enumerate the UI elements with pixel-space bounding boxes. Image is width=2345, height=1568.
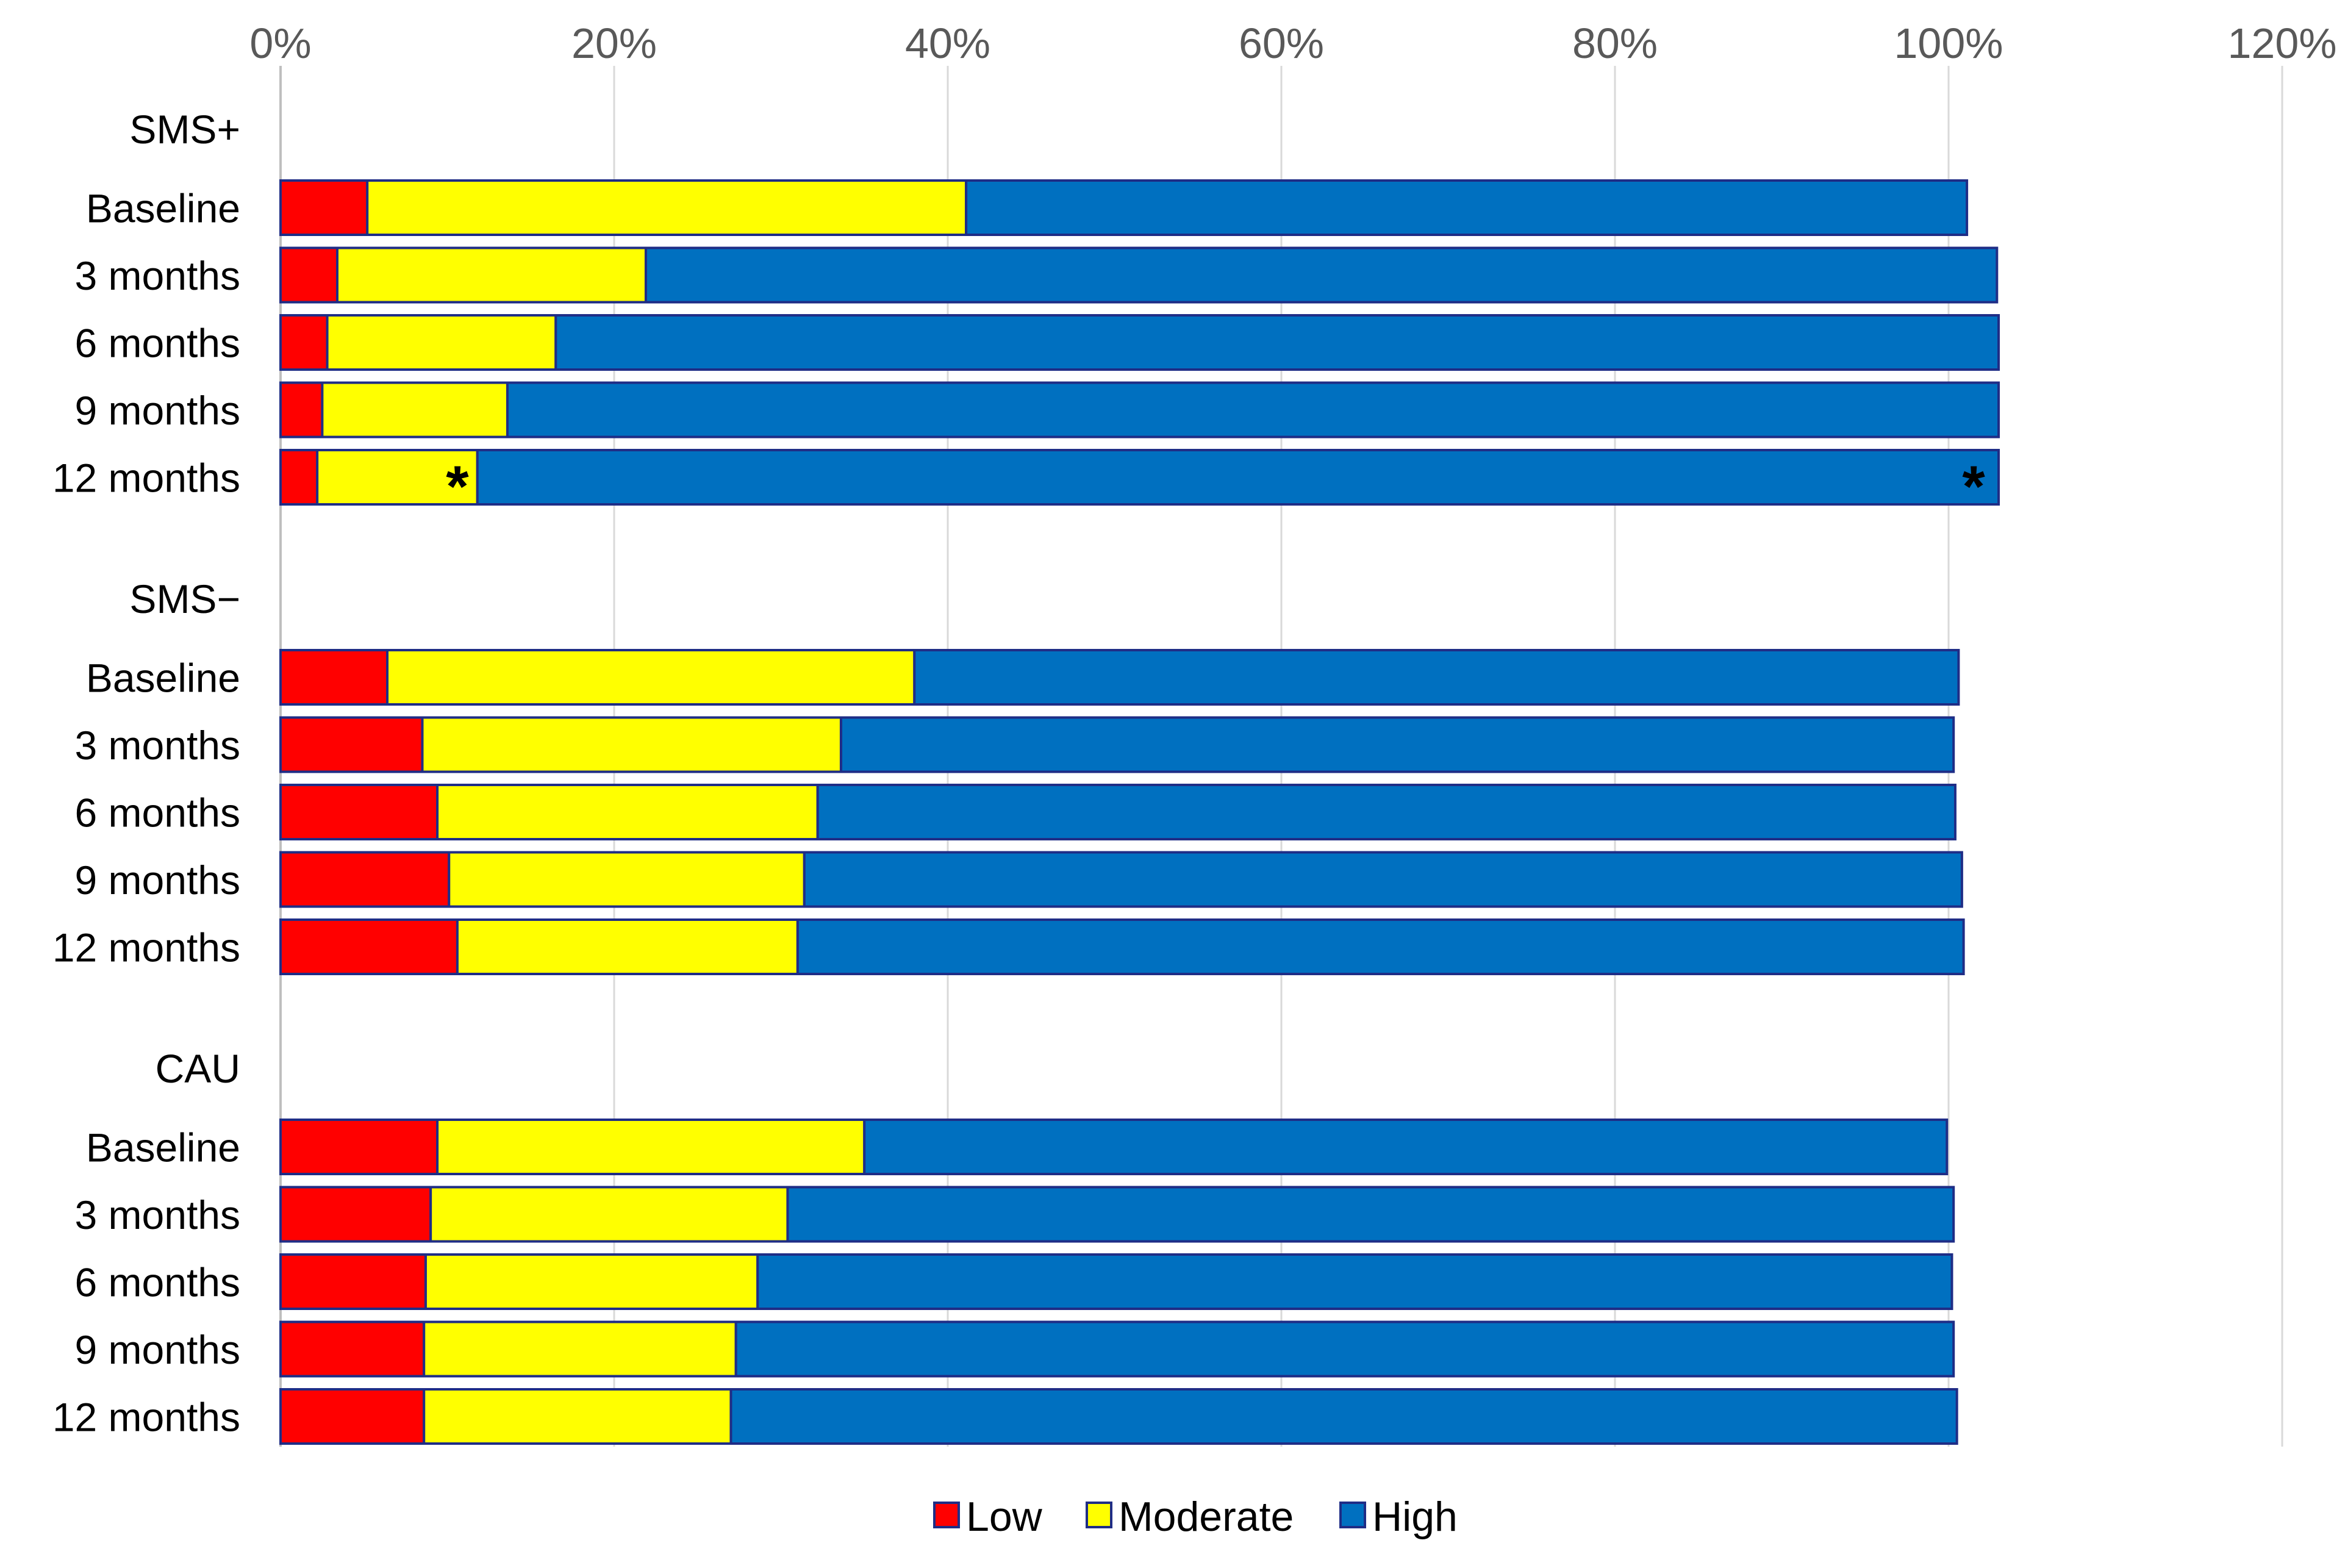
- group-label: CAU: [156, 1046, 240, 1091]
- bar-segment-low: [279, 1119, 439, 1175]
- x-axis-ticks: 0% 20% 40% 60% 80% 100% 120%: [249, 20, 2336, 67]
- bar-segment-high: [476, 449, 2000, 506]
- x-tick-label: 120%: [2227, 20, 2336, 67]
- bar-segment-low: [279, 1253, 427, 1310]
- row-label: 12 months: [52, 456, 240, 501]
- bar-segment-high: [913, 649, 1960, 706]
- legend-swatch-high: [1339, 1502, 1366, 1528]
- bar-segment-low: [279, 179, 369, 236]
- bar-segment-high: [796, 918, 1965, 975]
- bar-segment-low: [279, 314, 329, 371]
- row-label: 3 months: [75, 253, 240, 298]
- row-label: 3 months: [75, 1192, 240, 1237]
- legend-label-high: High: [1372, 1494, 1458, 1540]
- bar-segment-high: [803, 851, 1963, 908]
- x-tick-label: 100%: [1894, 20, 2003, 67]
- row-label: Baseline: [86, 656, 240, 701]
- bar-segment-low: [279, 1186, 432, 1243]
- bar-segment-low: [279, 784, 439, 840]
- bar-segment-low: [279, 381, 324, 439]
- row-label: Baseline: [86, 186, 240, 231]
- row-label: 12 months: [52, 1395, 240, 1440]
- bar-segment-high: [863, 1119, 1949, 1175]
- bar-segment-low: [279, 449, 319, 506]
- bar-segment-moderate: [321, 381, 509, 439]
- row-label: 12 months: [52, 925, 240, 970]
- row-label: 9 months: [75, 388, 240, 433]
- bar-segment-moderate: [436, 1119, 866, 1175]
- bar-segment-moderate: [423, 1388, 732, 1445]
- bar-segment-moderate: [366, 179, 968, 236]
- legend-label-low: Low: [966, 1494, 1043, 1540]
- bar-segment-high: [644, 246, 1999, 304]
- row-label: 6 months: [75, 790, 240, 836]
- bar-segment-low: [279, 649, 389, 706]
- bar-segment-moderate: [436, 784, 819, 840]
- bar-segment-moderate: [448, 851, 806, 908]
- bar-segment-high: [786, 1186, 1955, 1243]
- bar-segment-moderate: [424, 1253, 759, 1310]
- legend-label-moderate: Moderate: [1119, 1494, 1294, 1540]
- bar-segment-low: [279, 1388, 426, 1445]
- bar-segment-low: [279, 1320, 426, 1378]
- bar-segment-low: [279, 918, 459, 975]
- bar-segment-high: [729, 1388, 1958, 1445]
- bar-segment-high: [965, 179, 1969, 236]
- bar-segment-moderate: [456, 918, 799, 975]
- significance-asterisk: *: [1962, 454, 1985, 520]
- bar-segment-moderate: [423, 1320, 737, 1378]
- x-tick-label: 40%: [905, 20, 990, 67]
- bar-segment-high: [734, 1320, 1955, 1378]
- x-tick-label: 60%: [1239, 20, 1324, 67]
- bar-segment-high: [756, 1253, 1953, 1310]
- row-label: 3 months: [75, 723, 240, 768]
- bar-segment-low: [279, 716, 424, 773]
- group-label: SMS−: [129, 576, 240, 621]
- row-label: 9 months: [75, 857, 240, 903]
- row-label: 9 months: [75, 1327, 240, 1372]
- bar-segment-moderate: [386, 649, 916, 706]
- row-label: 6 months: [75, 321, 240, 366]
- annotations: * *: [446, 454, 1985, 520]
- bar-segment-moderate: [316, 449, 479, 506]
- bar-segment-high: [839, 716, 1955, 773]
- significance-asterisk: *: [446, 454, 469, 520]
- row-labels: SMS+ Baseline 3 months 6 months 9 months 12 m…: [52, 107, 240, 1440]
- group-label: SMS+: [129, 107, 240, 152]
- bar-segment-moderate: [429, 1186, 789, 1243]
- row-label: Baseline: [86, 1125, 240, 1170]
- legend: Low Moderate High: [933, 1494, 1458, 1540]
- bar-segment-moderate: [421, 716, 842, 773]
- bar-segment-moderate: [326, 314, 557, 371]
- bar-segment-high: [816, 784, 1957, 840]
- legend-swatch-moderate: [1086, 1502, 1112, 1528]
- row-label: 6 months: [75, 1260, 240, 1305]
- bar-segment-moderate: [335, 246, 647, 304]
- bar-segment-low: [279, 851, 451, 908]
- x-tick-label: 20%: [571, 20, 657, 67]
- bars: [279, 179, 2000, 1445]
- bar-segment-high: [554, 314, 2000, 371]
- bar-segment-low: [279, 246, 338, 304]
- legend-swatch-low: [933, 1502, 960, 1528]
- x-tick-label: 0%: [249, 20, 311, 67]
- x-tick-label: 80%: [1572, 20, 1658, 67]
- bar-segment-high: [506, 381, 2000, 439]
